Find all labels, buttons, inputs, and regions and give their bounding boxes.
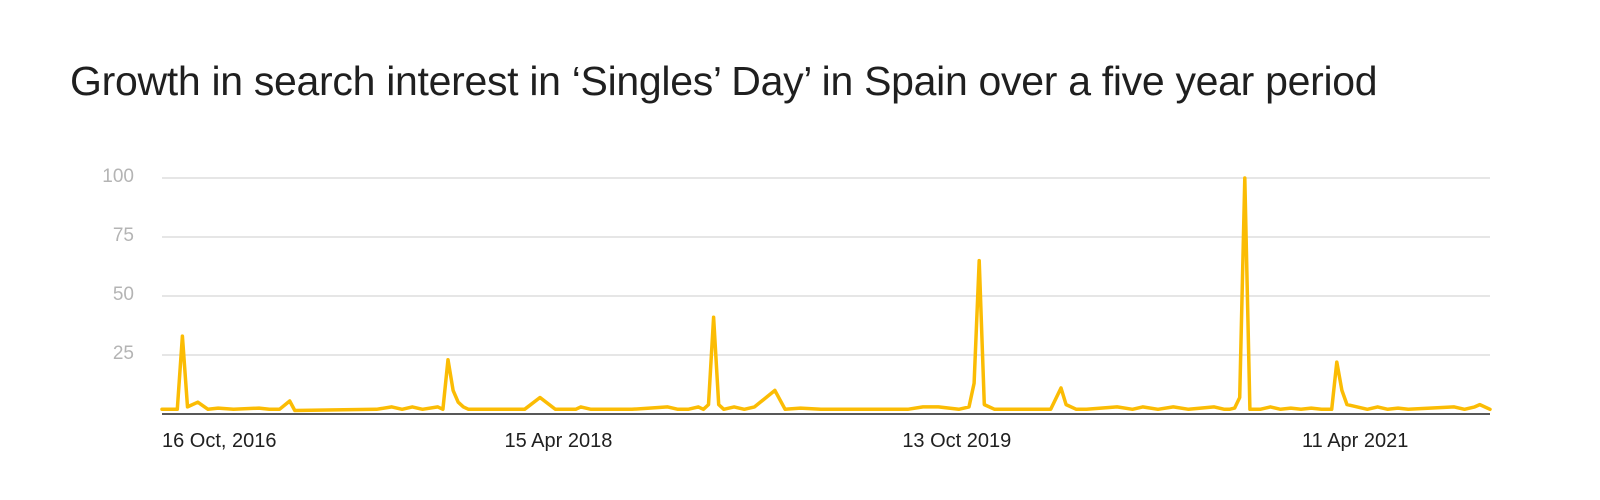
y-tick-label-50: 50 xyxy=(113,284,134,305)
chart-title: Growth in search interest in ‘Singles’ D… xyxy=(70,58,1378,104)
x-axis-ticks: 16 Oct, 2016 15 Apr 2018 13 Oct 2019 11 Apr… xyxy=(162,430,1408,452)
x-tick-label-3: 13 Oct 2019 xyxy=(902,430,1011,452)
y-tick-label-25: 25 xyxy=(113,343,134,364)
y-tick-label-75: 75 xyxy=(113,225,134,246)
x-tick-label-2: 15 Apr 2018 xyxy=(504,430,612,452)
series-line-search-interest xyxy=(160,176,1492,413)
gridlines xyxy=(162,177,1490,356)
x-tick-label-4: 11 Apr 2021 xyxy=(1302,430,1408,452)
y-axis-ticks: 25 50 75 100 xyxy=(102,166,134,364)
y-tick-label-100: 100 xyxy=(102,166,134,187)
x-tick-label-1: 16 Oct, 2016 xyxy=(162,430,277,452)
